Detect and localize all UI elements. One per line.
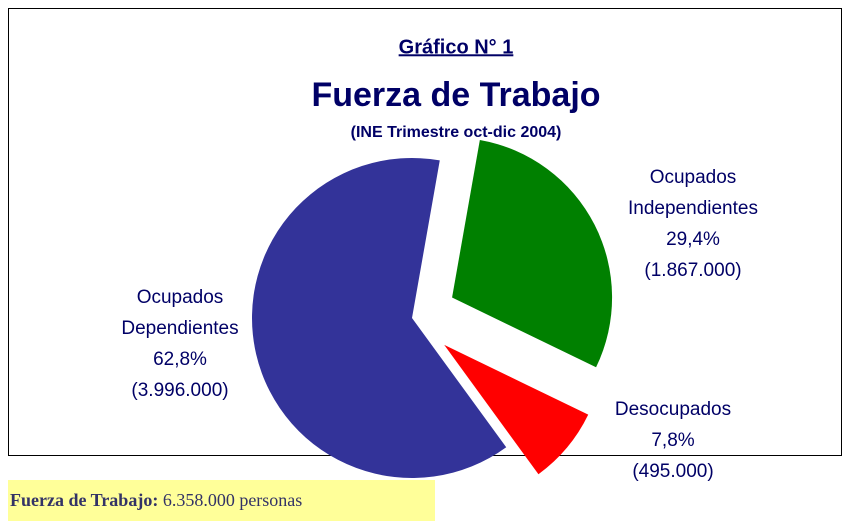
chart-title: Gráfico N° 1: [399, 36, 514, 58]
chart-subtitle: Fuerza de Trabajo: [311, 76, 600, 114]
slice-value-label: 62,8%: [153, 349, 207, 370]
slice-label: Desocupados: [615, 399, 731, 420]
slice-value-label: 7,8%: [651, 430, 694, 451]
footer-text: 6.358.000 personas: [162, 490, 303, 510]
pie-slice: [252, 158, 507, 478]
slice-count-label: (1.867.000): [644, 260, 741, 281]
slice-count-label: (3.996.000): [131, 380, 228, 401]
pie-slice: [444, 344, 589, 475]
pie-slice: [452, 139, 613, 368]
slice-label: Ocupados Independientes: [628, 167, 758, 219]
footer-label: Fuerza de Trabajo:: [10, 490, 159, 510]
slice-value-label: 29,4%: [666, 229, 720, 250]
footer: Fuerza de Trabajo: 6.358.000 personas: [8, 480, 435, 521]
chart-note: (INE Trimestre oct-dic 2004): [351, 124, 562, 141]
slice-label: Ocupados Dependientes: [121, 287, 238, 339]
slice-count-label: (495.000): [632, 461, 713, 482]
